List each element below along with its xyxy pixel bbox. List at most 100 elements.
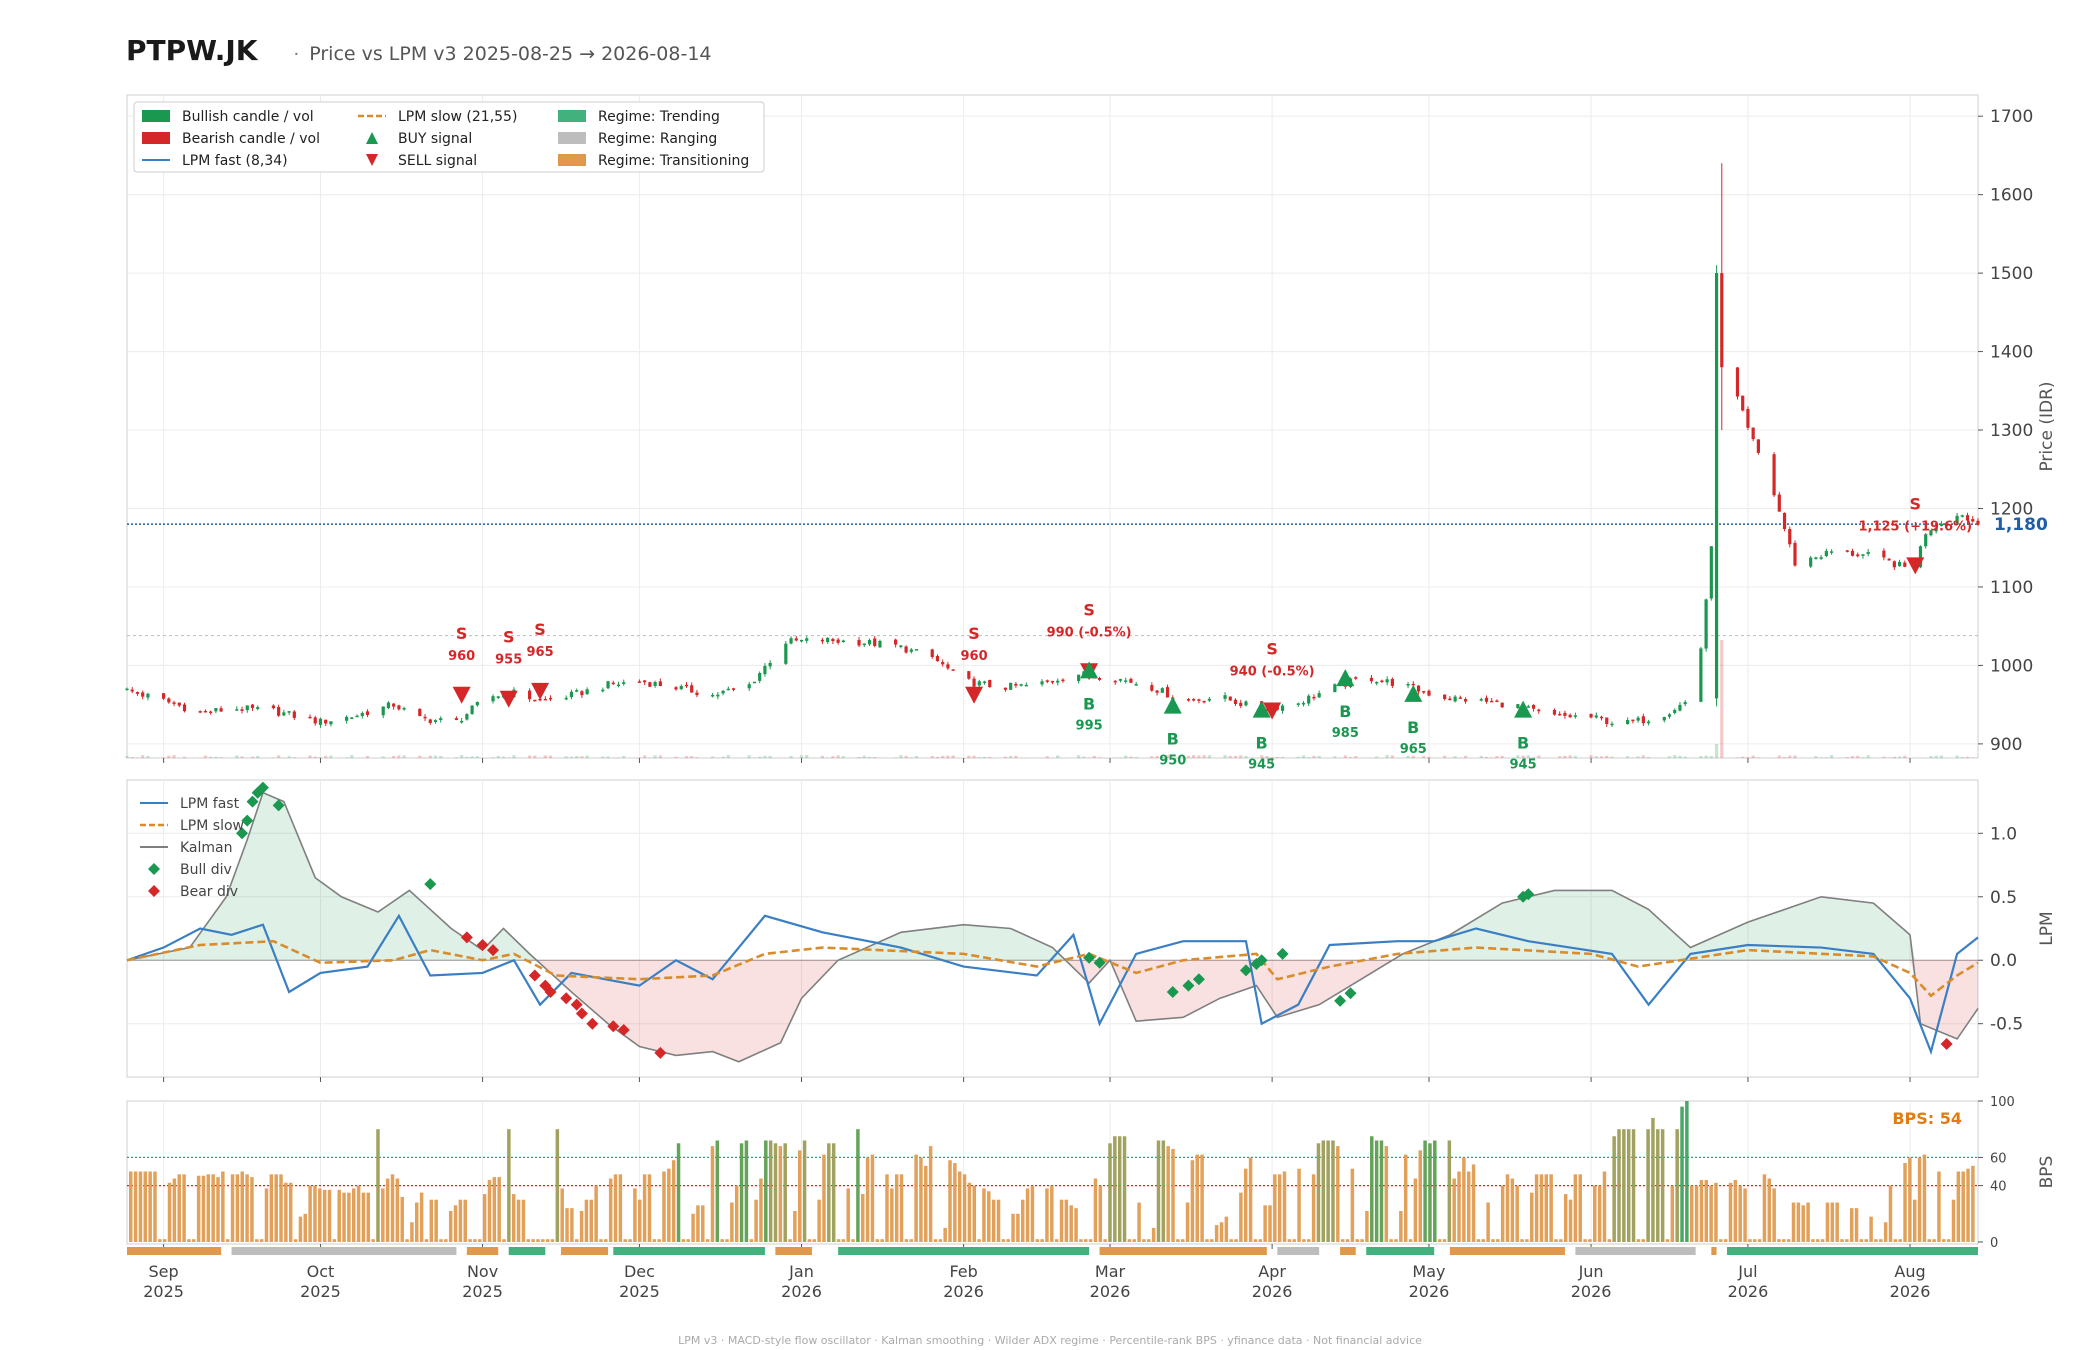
bps-bar [657,1239,661,1242]
bps-bar [1869,1216,1873,1242]
volume-bar [1824,757,1828,758]
xtick-month-label: Feb [949,1262,977,1281]
bps-bar [1927,1239,1932,1242]
candle-body [418,708,422,716]
bps-bar [1719,1239,1723,1242]
regime-strip [127,1247,1978,1255]
volume-bar [214,756,218,758]
volume-bar [935,756,940,758]
candle-body [1960,515,1964,517]
volume-bar [1903,755,1907,758]
bps-bar [1413,1178,1418,1242]
xtick-year-label: 2026 [1409,1282,1450,1301]
bps-bar [1243,1168,1248,1242]
bps-bar [1365,1210,1369,1242]
volume-bar [1301,755,1306,758]
xtick-year-label: 2025 [300,1282,341,1301]
candle-body [245,705,249,711]
bps-bar [880,1239,884,1242]
candle-body [967,671,971,679]
volume-bar [684,756,689,758]
bps-bar [1020,1199,1025,1242]
bps-bar [904,1239,909,1242]
candle-body [616,684,621,687]
bps-bar [1054,1239,1059,1242]
bps-bar [221,1171,225,1242]
bps-bar [410,1222,414,1242]
bps-bar [928,1146,933,1242]
candle-body [1589,713,1593,718]
bps-bar [1210,1239,1214,1242]
volume-bar [1092,755,1096,758]
bps-bar [560,1188,564,1242]
candle-body [423,716,427,719]
volume-bar [1165,755,1170,758]
candle-body [1662,716,1666,721]
candle-body [1307,695,1311,704]
buy-signal-marker [1404,684,1423,702]
bps-bar [1646,1129,1650,1242]
regime-segment [127,1247,222,1255]
bps-bar [298,1216,303,1242]
xtick-month-label: Oct [307,1262,335,1281]
legend-label: Regime: Transitioning [598,153,749,169]
bps-bar [342,1192,346,1242]
volume-bar [711,756,715,758]
regime-segment [613,1247,765,1255]
bps-bar [1098,1185,1103,1242]
bps-bar [1384,1146,1389,1242]
price-ytick-label: 1300 [1990,421,2033,441]
volume-bar [867,756,872,758]
bps-bar [604,1239,608,1242]
candle-body [543,698,547,701]
candle-body [690,685,694,693]
lpm-ytick-label: 0.5 [1990,888,2017,908]
candle-body [951,669,955,671]
bps-bar [1806,1202,1810,1242]
price-ytick-label: 1400 [1990,343,2033,363]
volume-bar [1233,755,1238,758]
bps-bar [1694,1185,1699,1242]
volume-bar [1819,757,1823,758]
bps-bar [1040,1239,1044,1242]
bps-ytick-label: 40 [1990,1180,2007,1195]
bps-bar [1762,1174,1767,1242]
bps-bar [802,1140,807,1242]
bps-bar [400,1196,404,1242]
bps-bar [1229,1239,1233,1242]
candle-body [1788,529,1792,545]
candle-body [1160,688,1164,693]
bps-bar [1888,1185,1893,1242]
candle-body [1735,367,1740,397]
candle-body [365,711,370,716]
volume-bar [308,755,312,758]
bps-bar [1883,1222,1888,1242]
volume-bar [658,755,662,758]
candle-body [1965,515,1970,521]
volume-bar [585,755,589,758]
bps-bar [230,1174,235,1242]
volume-bar [758,756,762,758]
candle-body [575,690,579,692]
candle-body [789,638,793,644]
regime-segment [838,1247,1090,1255]
bps-bar [1219,1222,1224,1242]
candle-body [1375,681,1379,684]
volume-bar [1516,755,1520,758]
bps-bar [1418,1150,1422,1242]
bps-bar [1234,1239,1238,1242]
candle-body [433,720,438,723]
volume-bar [831,756,835,758]
candle-body [287,711,291,713]
xtick-year-label: 2026 [1890,1282,1931,1301]
candle-body [1077,674,1081,682]
bps-bar [1476,1239,1481,1242]
volume-bar [1422,755,1426,758]
bps-bar [1200,1154,1204,1242]
legend-label: LPM slow (21,55) [398,109,517,125]
candle-body [172,702,176,704]
volume-bar [1244,755,1248,758]
volume-bar [1056,755,1060,758]
bps-bar [1825,1202,1830,1242]
bps-bar [448,1210,453,1242]
